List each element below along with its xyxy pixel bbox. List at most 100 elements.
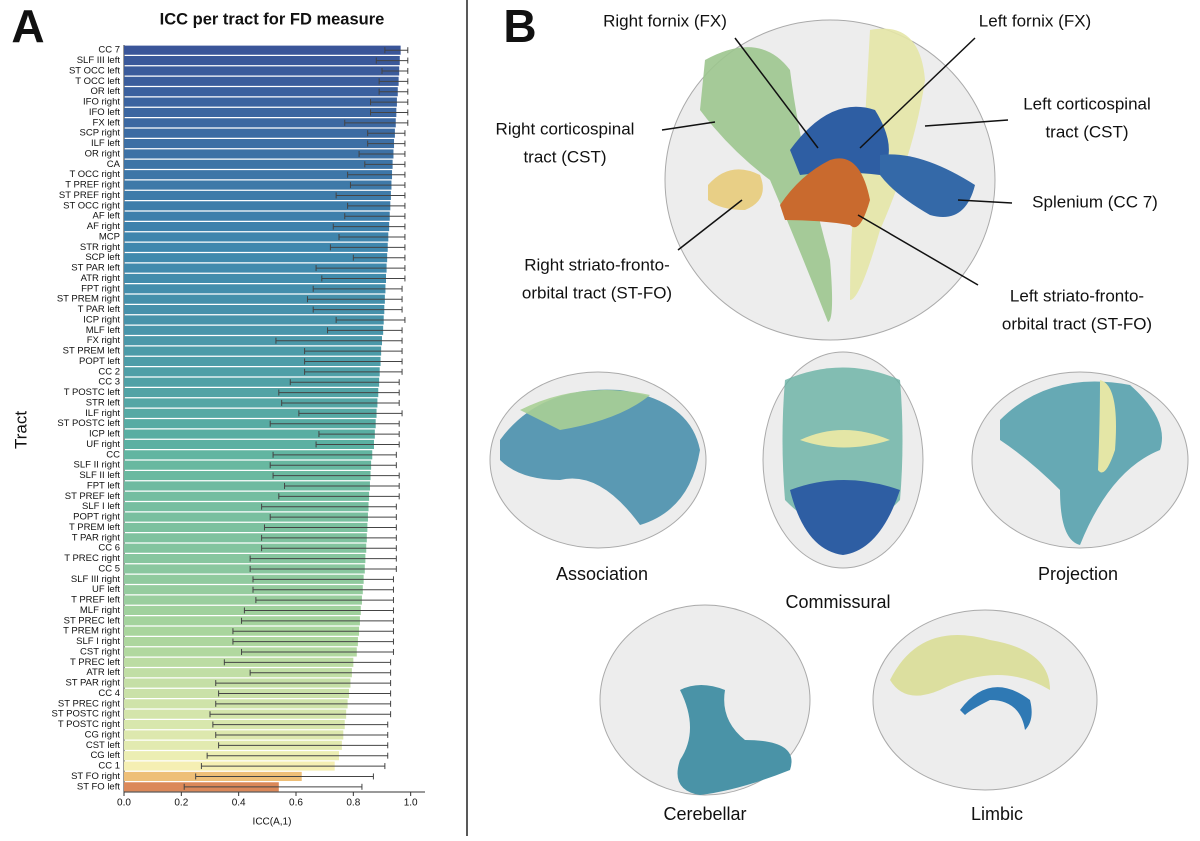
error-bar (218, 690, 392, 697)
error-bar (358, 150, 406, 157)
annotation: tract (CST) (1045, 122, 1128, 141)
y-tick-label: SCP left (85, 252, 120, 263)
annotation: Left corticospinal (1023, 94, 1151, 113)
brain-renderings (489, 19, 1189, 796)
bar (124, 533, 367, 543)
bar (124, 564, 365, 574)
y-tick-label: CC 2 (98, 366, 120, 377)
bar (124, 263, 387, 273)
bar (124, 97, 397, 107)
error-bar (304, 358, 403, 365)
y-tick-label: SCP right (80, 128, 121, 139)
annotation: Right striato-fronto- (524, 255, 670, 274)
error-bar (215, 680, 392, 687)
error-bar (215, 731, 389, 738)
y-tick-label: POPT left (79, 356, 120, 367)
error-bar (306, 296, 403, 303)
y-tick-label: FPT left (87, 480, 120, 491)
y-tick-label: IFO left (89, 107, 121, 118)
leader-line (661, 121, 716, 131)
y-tick-label: SLF I left (82, 501, 120, 512)
bar (124, 429, 375, 439)
error-bar (364, 161, 406, 168)
error-bar (261, 503, 397, 510)
bar (124, 460, 372, 470)
error-bar (281, 399, 400, 406)
error-bar (232, 638, 394, 645)
y-tick-label: POPT right (73, 512, 120, 523)
y-tick-label: IFO right (83, 97, 120, 108)
bar (124, 387, 379, 398)
y-tick-label: T PREF right (65, 180, 120, 191)
annotation: orbital tract (ST-FO) (522, 283, 672, 302)
error-bar (378, 78, 409, 85)
error-bar (243, 607, 394, 614)
y-tick-label: T PREC right (64, 553, 120, 564)
bar (124, 55, 400, 66)
y-tick-label: STR left (86, 397, 121, 408)
tract-shape (880, 154, 975, 217)
y-tick-label: SLF III left (77, 55, 121, 66)
bar (124, 512, 368, 522)
bar (124, 294, 385, 304)
bar (124, 543, 367, 553)
y-tick-label: SLF III right (71, 574, 120, 585)
annotation: Right fornix (FX) (603, 11, 727, 30)
bar (124, 128, 395, 138)
error-bar (321, 275, 406, 282)
chart-title: ICC per tract for FD measure (160, 10, 385, 28)
annotation: Right corticospinal (496, 119, 635, 138)
x-tick-label: 1.0 (404, 798, 418, 809)
y-tick-label: ST OCC left (69, 65, 120, 76)
x-axis-label: ICC(A,1) (253, 817, 292, 828)
y-tick-label: ST PREC right (58, 698, 120, 709)
bar (124, 221, 390, 232)
y-tick-label: ST PREC left (64, 615, 121, 626)
error-bar (378, 88, 409, 95)
error-bar (255, 597, 394, 604)
y-tick-label: CST left (86, 740, 121, 751)
error-bar (278, 389, 400, 396)
error-bar (183, 783, 363, 790)
bar (124, 356, 381, 367)
y-tick-label: AF right (87, 221, 121, 232)
y-tick-label: T PAR right (72, 532, 121, 543)
error-bar (338, 233, 406, 240)
error-bar (384, 47, 409, 54)
bar (124, 439, 374, 450)
y-tick-label: SLF II left (79, 470, 120, 481)
bar (124, 138, 395, 149)
bar (124, 107, 397, 118)
y-tick-label: ATR left (86, 667, 120, 678)
tract-shape (1098, 380, 1116, 473)
bar (124, 190, 391, 201)
bar (124, 242, 388, 252)
bar (124, 450, 373, 460)
error-bar (218, 742, 389, 749)
y-tick-label: T POSTC right (58, 719, 120, 730)
error-bar (344, 213, 406, 220)
bar (124, 45, 401, 55)
bar (124, 76, 399, 86)
bar (124, 118, 396, 128)
y-tick-label: MLF right (80, 605, 120, 616)
error-bar (269, 420, 400, 427)
tract-shape (890, 635, 1050, 696)
y-tick-label: T PREF left (71, 595, 120, 606)
error-bar (232, 628, 394, 635)
bar (124, 159, 393, 169)
bar (124, 346, 382, 356)
bar (124, 377, 380, 387)
bar (124, 668, 352, 678)
error-bar (272, 472, 400, 479)
y-tick-label: T POSTC left (64, 387, 121, 398)
annotation: tract (CST) (523, 147, 606, 166)
y-tick-label: ST PREM right (57, 294, 121, 305)
tract-shape (1000, 381, 1162, 545)
leader-line (857, 214, 979, 286)
y-tick-label: ST POSTC right (52, 709, 121, 720)
bar (124, 304, 385, 315)
error-bar (329, 244, 406, 251)
error-bar (241, 617, 394, 624)
error-bar (241, 648, 394, 655)
